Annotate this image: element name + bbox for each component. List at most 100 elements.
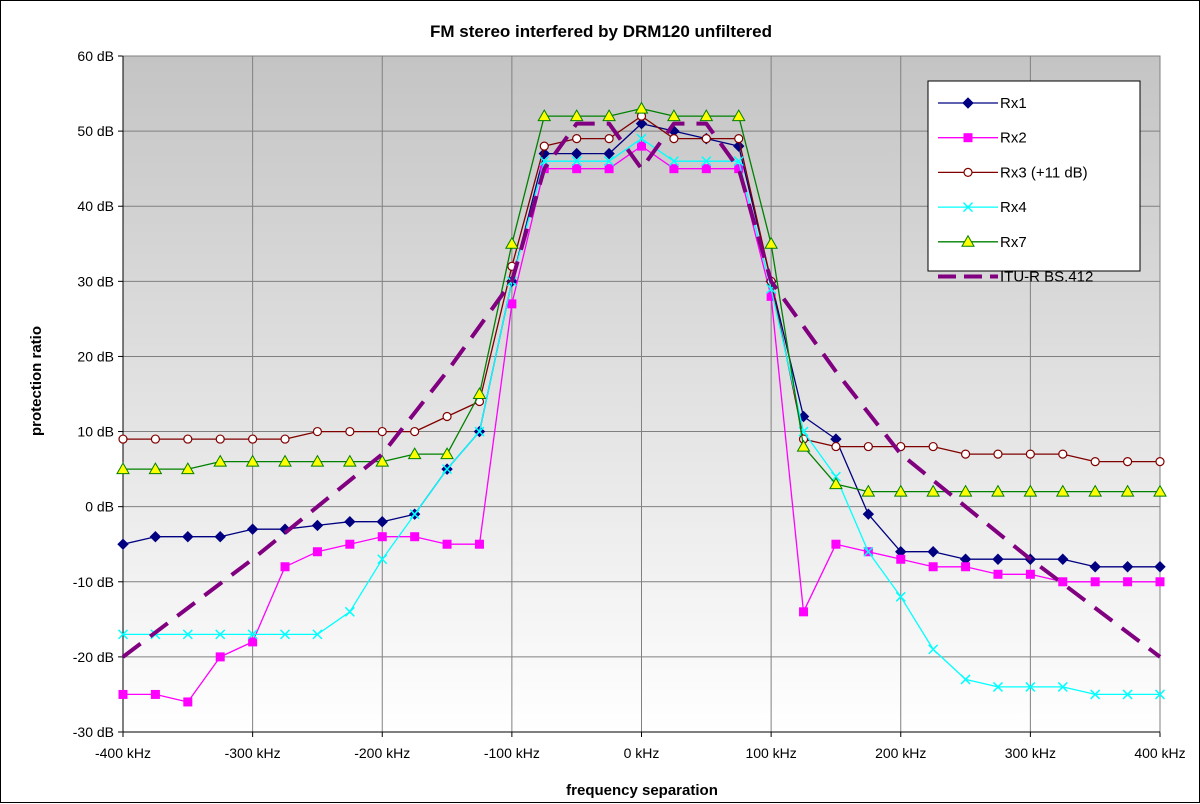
data-point: [150, 689, 160, 699]
x-marker: [1122, 689, 1133, 700]
square-marker: [1123, 577, 1133, 587]
diamond-marker: [862, 508, 875, 520]
circle-marker: [183, 434, 193, 444]
data-point: [1057, 681, 1068, 692]
data-point: [442, 464, 453, 475]
data-point: [831, 441, 841, 452]
data-point: [312, 547, 322, 557]
triangle-marker: [148, 462, 163, 475]
square-marker: [896, 554, 906, 564]
data-point: [215, 434, 225, 444]
data-point: [863, 546, 874, 557]
circle-marker: [831, 441, 841, 452]
legend-marker: [962, 97, 974, 109]
data-point: [312, 426, 323, 437]
data-point: [440, 447, 454, 460]
data-point: [442, 411, 452, 422]
data-point: [731, 109, 746, 122]
data-point: [1123, 577, 1133, 587]
data-point: [701, 164, 711, 174]
data-point: [799, 607, 809, 617]
data-point: [572, 164, 582, 174]
series-rx4: [117, 133, 1166, 700]
data-point: [634, 101, 649, 114]
series-rx7: [116, 101, 1167, 497]
diamond-marker: [1089, 561, 1101, 573]
data-point: [116, 462, 130, 475]
data-point: [667, 109, 681, 122]
circle-marker: [1090, 457, 1100, 467]
data-point: [766, 291, 776, 301]
data-point: [861, 484, 876, 497]
legend-item: ITU-R BS.412: [938, 269, 1093, 286]
legend-label: Rx7: [1000, 234, 1027, 251]
series-rx2: [118, 141, 1165, 707]
circle-marker: [669, 134, 679, 144]
data-point: [928, 441, 938, 452]
data-point: [248, 434, 258, 444]
y-tick-label: -20 dB: [73, 649, 114, 665]
legend-box: [927, 80, 1141, 272]
triangle-marker: [1055, 484, 1070, 497]
x-tick-label: 400 kHz: [1134, 745, 1185, 761]
data-point: [993, 449, 1003, 459]
data-point: [180, 462, 195, 475]
diamond-marker: [214, 531, 226, 543]
data-point: [830, 471, 841, 482]
x-tick-label: 200 kHz: [875, 745, 926, 761]
data-point: [960, 674, 971, 685]
data-point: [1025, 569, 1035, 579]
legend-label: Rx1: [1000, 95, 1027, 112]
square-marker: [734, 164, 744, 174]
triangle-marker: [699, 109, 714, 122]
y-tick-label: 30 dB: [77, 273, 114, 289]
data-point: [215, 652, 225, 662]
data-point: [344, 606, 355, 617]
y-tick-label: 60 dB: [77, 48, 114, 64]
x-marker: [668, 156, 679, 167]
x-tick-label: -400 kHz: [95, 745, 151, 761]
legend: Rx1 Rx2 Rx3 (+11 dB) Rx4 Rx7 ITU-R BS.412: [927, 80, 1141, 286]
data-point: [992, 553, 1004, 565]
series-rx3-11-db: [118, 111, 1165, 467]
triangle-marker: [602, 109, 616, 122]
triangle-marker: [278, 454, 292, 467]
circle-marker: [1155, 457, 1165, 467]
data-point: [245, 454, 260, 467]
x-marker: [377, 554, 388, 565]
data-point: [893, 484, 908, 497]
x-marker: [215, 629, 226, 640]
data-point: [992, 681, 1004, 692]
data-point: [247, 629, 258, 640]
circle-marker: [1122, 457, 1133, 467]
square-marker: [604, 164, 614, 174]
triangle-marker: [764, 236, 778, 249]
data-point: [635, 117, 648, 130]
diamond-marker: [603, 147, 615, 160]
legend-label: Rx3 (+11 dB): [1000, 164, 1088, 181]
triangle-marker: [958, 484, 973, 497]
square-marker: [150, 689, 160, 699]
square-marker: [1058, 577, 1068, 587]
square-marker: [1155, 577, 1165, 587]
data-point: [1155, 457, 1165, 467]
data-point: [1154, 561, 1166, 573]
triangle-marker: [991, 484, 1005, 497]
circle-marker: [604, 134, 614, 144]
diamond-marker: [149, 531, 162, 543]
x-marker: [1090, 689, 1101, 700]
x-marker: [117, 629, 129, 640]
square-marker: [474, 539, 484, 549]
data-point: [342, 454, 357, 467]
data-point: [926, 484, 941, 497]
diamond-marker: [376, 515, 388, 528]
data-point: [345, 539, 355, 549]
x-marker: [928, 644, 939, 655]
data-point: [280, 562, 290, 572]
triangle-marker: [310, 454, 325, 467]
triangle-marker: [961, 234, 975, 247]
circle-marker: [377, 426, 387, 437]
square-marker: [183, 697, 193, 707]
triangle-marker: [634, 101, 649, 114]
data-point: [539, 141, 549, 151]
